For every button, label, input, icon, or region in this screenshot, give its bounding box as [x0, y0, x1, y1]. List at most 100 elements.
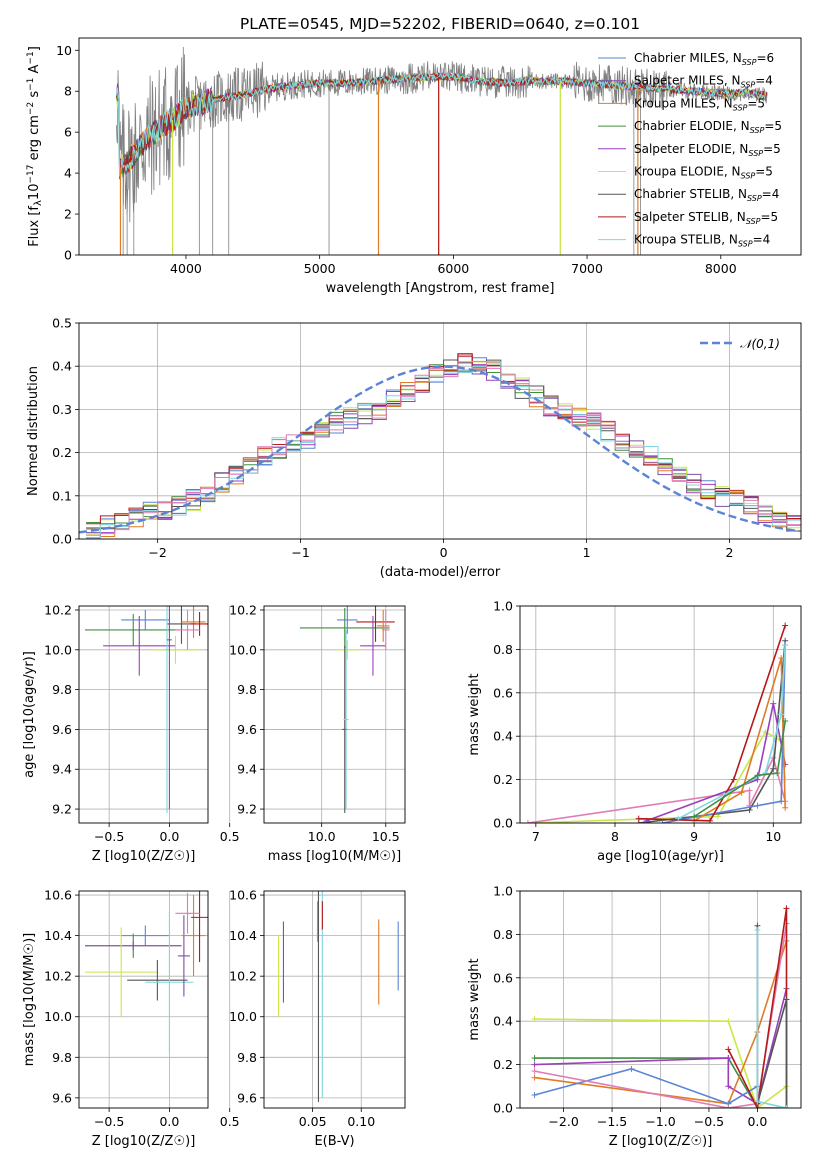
- x-tick-label: 8: [611, 829, 619, 844]
- x-tick-label: 9: [690, 829, 698, 844]
- y-tick-label: 9.8: [52, 682, 72, 697]
- weight-line: [534, 940, 788, 1105]
- panel-weight-vs-Z: −2.0 −1.5 −1.0 −0.5 0.0 0.0 0.2 0.4 0.6 0.8 1.0 Z […: [467, 884, 802, 1149]
- y-tick-label: 10.0: [229, 642, 257, 657]
- legend-value: =5: [755, 165, 773, 179]
- legend-name: Salpeter MILES, N: [634, 74, 741, 88]
- figure-title: PLATE=0545, MJD=52202, FIBERID=0640, z=0…: [240, 15, 640, 33]
- y-axis-label-part: s: [27, 91, 42, 102]
- plot-area-mass-vs-ebv: [278, 891, 399, 1102]
- y-axis-label-part: A: [27, 64, 42, 77]
- x-tick-label: 2: [726, 545, 734, 560]
- y-axis-label: mass weight: [467, 673, 482, 755]
- x-tick-label: 1: [583, 545, 591, 560]
- x-tick-label: 5000: [304, 261, 336, 276]
- y-tick-label: 1.0: [493, 599, 513, 614]
- weight-line: [646, 703, 786, 822]
- y-tick-label: 9.6: [237, 1090, 257, 1105]
- plot-area-age-vs-mass: [299, 606, 395, 814]
- y-tick-label: 0.2: [52, 445, 72, 460]
- panel-weight-vs-age: 7 8 9 10 0.0 0.2 0.4 0.6 0.8 1.0 age [log10(age/yr…: [467, 599, 802, 864]
- legend-sub: SSP: [741, 172, 756, 181]
- y-tick-label: 0.2: [493, 772, 513, 787]
- legend-sub: SSP: [750, 126, 765, 135]
- legend-label: Kroupa STELIB, NSSP=4: [634, 233, 770, 249]
- y-tick-label: 10.0: [44, 642, 72, 657]
- legend-label: Chabrier ELODIE, NSSP=5: [634, 119, 782, 135]
- x-tick-label: 10: [765, 829, 781, 844]
- y-tick-label: 2: [64, 207, 72, 222]
- x-tick-label: −1.0: [645, 1114, 675, 1129]
- legend-value: =5: [763, 142, 781, 156]
- plot-area-mass-vs-Z: [85, 891, 208, 1054]
- x-tick-label: 7: [532, 829, 540, 844]
- x-tick-label: 0.0: [159, 1114, 179, 1129]
- panel-mass-vs-Z: −0.5 0.0 0.5 9.6 9.8 10.0 10.2 10.4 10.6 Z [log10…: [22, 888, 240, 1149]
- y-tick-label: 0.4: [493, 729, 513, 744]
- axes-frame: [519, 890, 802, 1109]
- legend-sub: SSP: [741, 81, 756, 90]
- x-tick-label: 10.5: [372, 829, 400, 844]
- plot-area-age-vs-Z: [85, 606, 208, 814]
- y-tick-label: 0.0: [493, 1101, 513, 1116]
- legend-name: Chabrier ELODIE, N: [634, 119, 750, 133]
- x-tick-label: −1: [291, 545, 309, 560]
- legend-name: Chabrier STELIB, N: [634, 187, 747, 201]
- y-tick-label: 10.0: [229, 1009, 257, 1024]
- weight-line: [677, 645, 786, 820]
- weight-line: [534, 1057, 787, 1108]
- y-tick-label: 10.2: [229, 969, 257, 984]
- y-tick-label: 9.4: [52, 762, 72, 777]
- x-tick-label: 0.10: [347, 1114, 375, 1129]
- x-axis-label: (data-model)/error: [380, 565, 501, 580]
- normal-curve: [79, 365, 800, 534]
- y-tick-label: 1.0: [493, 884, 513, 899]
- panel-age-vs-mass: 10.0 10.5 9.2 9.4 9.6 9.8 10.0 10.2 mass [log10(…: [229, 602, 406, 864]
- y-tick-label: 0.8: [493, 927, 513, 942]
- y-tick-label: 9.4: [237, 762, 257, 777]
- y-tick-label: 0: [64, 248, 72, 263]
- legend-sub: SSP: [733, 103, 748, 112]
- y-tick-label: 9.8: [52, 1050, 72, 1065]
- y-tick-label: 10.2: [44, 602, 72, 617]
- legend-label: Salpeter ELODIE, NSSP=5: [634, 142, 781, 158]
- y-tick-label: 10: [56, 43, 72, 58]
- x-axis-label: E(B-V): [314, 1134, 354, 1149]
- y-axis-label-part: λ: [33, 200, 44, 206]
- axes-frame: [519, 605, 802, 824]
- y-tick-label: 0.4: [52, 359, 72, 374]
- legend-label: Chabrier STELIB, NSSP=4: [634, 187, 779, 203]
- legend-label: 𝒩(0,1): [740, 337, 780, 351]
- y-axis-label: mass weight: [467, 958, 482, 1040]
- y-axis-label-part: erg cm: [27, 115, 42, 164]
- x-tick-label: 0.05: [299, 1114, 327, 1129]
- x-tick-label: −0.5: [94, 1114, 124, 1129]
- x-tick-label: 0.5: [220, 829, 240, 844]
- spectrum-data-line: [116, 46, 768, 223]
- weight-line: [534, 1068, 758, 1105]
- y-tick-label: 10.6: [229, 888, 257, 903]
- y-tick-label: 6: [64, 125, 72, 140]
- x-axis-label: Z [log10(Z/Z☉)]: [92, 1134, 196, 1149]
- y-tick-label: 10.4: [44, 928, 72, 943]
- x-tick-label: 8000: [705, 261, 737, 276]
- axes-frame: [78, 605, 209, 824]
- legend-name: Kroupa MILES, N: [634, 96, 733, 110]
- y-tick-label: 10.2: [44, 969, 72, 984]
- model-line: [115, 71, 767, 178]
- legend-sub: SSP: [747, 194, 762, 203]
- legend-value: =4: [753, 233, 771, 247]
- weight-line: [638, 625, 786, 822]
- y-tick-label: 0.0: [52, 532, 72, 547]
- legend-value: =5: [747, 96, 765, 110]
- legend-value: =5: [760, 210, 778, 224]
- y-tick-label: 0.8: [493, 642, 513, 657]
- weight-line: [693, 720, 786, 818]
- y-tick-label: 0.0: [493, 816, 513, 831]
- axes-frame: [263, 890, 406, 1109]
- legend-name: Salpeter STELIB, N: [634, 210, 746, 224]
- legend-sub: SSP: [746, 217, 761, 226]
- panel-spectrum: 4000 5000 6000 7000 8000 0 2 4 6 8 10 wavelength [A…: [26, 37, 802, 296]
- axes-frame: [78, 37, 802, 256]
- legend-name: Kroupa ELODIE, N: [634, 165, 741, 179]
